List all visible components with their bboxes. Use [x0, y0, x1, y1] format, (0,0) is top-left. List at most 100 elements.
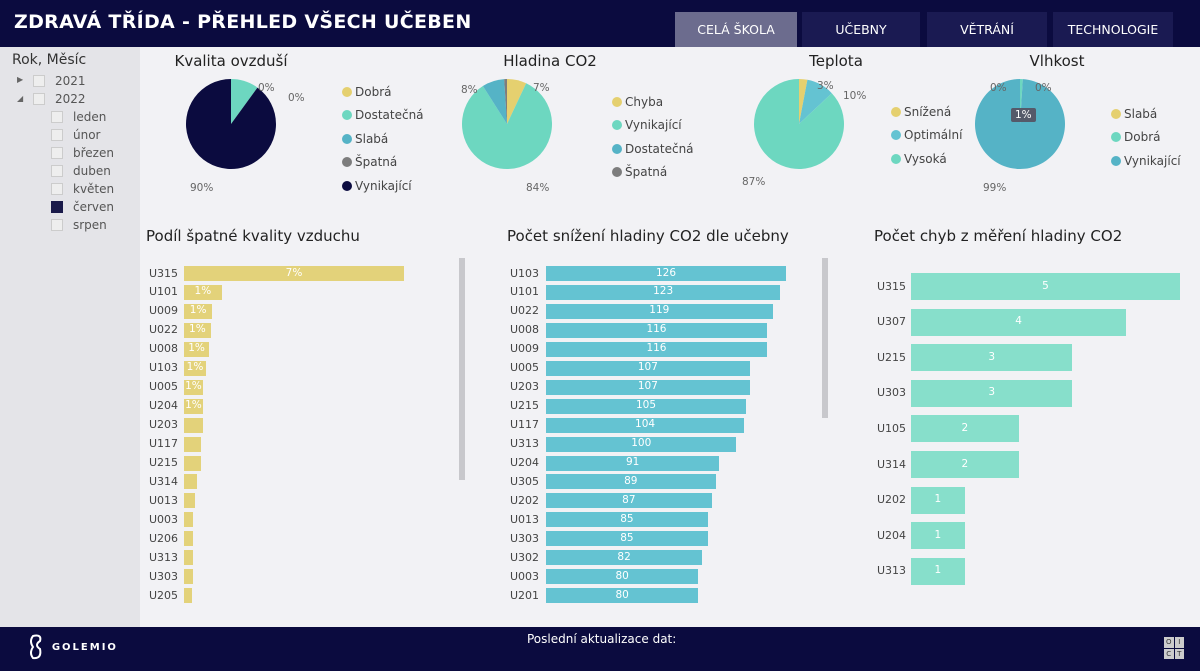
bar-U202[interactable] — [911, 486, 965, 514]
bar-U205[interactable] — [184, 588, 192, 604]
checkbox[interactable] — [51, 111, 63, 123]
bar-U314[interactable] — [184, 474, 197, 490]
bar-U315[interactable] — [184, 266, 404, 281]
legend-item[interactable]: Chyba — [612, 90, 694, 114]
bar-U204[interactable] — [184, 398, 203, 414]
bar-U105[interactable] — [911, 415, 1019, 443]
bar-U117[interactable] — [546, 417, 745, 433]
tab-cela-skola[interactable]: CELÁ ŠKOLA — [675, 12, 797, 47]
bar-U013[interactable] — [184, 493, 195, 509]
legend-item[interactable]: Vysoká — [891, 147, 962, 171]
bar-U206[interactable] — [184, 531, 194, 547]
slicer-year-2021[interactable]: 2021 — [33, 73, 86, 89]
bar-U215[interactable] — [911, 344, 1073, 372]
bar-U215[interactable] — [546, 398, 746, 414]
month-label: leden — [73, 110, 107, 124]
legend-item[interactable]: Dobrá — [342, 80, 424, 104]
slicer-month-item[interactable]: únor — [51, 127, 101, 143]
pie-slice-Špatná[interactable] — [504, 79, 507, 124]
bar-U103[interactable] — [184, 360, 206, 376]
pie-slice-Dostatečná[interactable] — [482, 79, 507, 124]
pie-slice-Vynikající[interactable] — [975, 79, 1065, 170]
tab-technologie[interactable]: TECHNOLOGIE — [1053, 12, 1173, 47]
checkbox[interactable] — [51, 201, 63, 213]
bar-U303[interactable] — [546, 531, 708, 547]
bar-value-label: 4 — [1015, 315, 1022, 328]
bar-value-label: 107 — [637, 380, 658, 393]
slicer-month-item[interactable]: duben — [51, 163, 111, 179]
bar-U302[interactable] — [546, 550, 703, 566]
bar-U203[interactable] — [546, 379, 750, 395]
bar-U013[interactable] — [546, 512, 708, 528]
slicer-month-item[interactable]: červen — [51, 199, 114, 215]
bar-U022[interactable] — [184, 322, 211, 338]
legend-item[interactable]: Dobrá — [1111, 126, 1181, 150]
checkbox[interactable] — [33, 93, 45, 105]
bar-U005[interactable] — [546, 360, 750, 376]
checkbox[interactable] — [51, 183, 63, 195]
bar-U313[interactable] — [911, 557, 965, 585]
slicer-month-item[interactable]: srpen — [51, 217, 107, 233]
legend-item[interactable]: Vynikající — [342, 174, 424, 198]
checkbox[interactable] — [51, 129, 63, 141]
bar-U003[interactable] — [184, 512, 194, 528]
pie-slice-Vysoká[interactable] — [754, 79, 844, 169]
legend-item[interactable]: Dostatečná — [612, 137, 694, 161]
checkbox[interactable] — [51, 165, 63, 177]
bar-U101[interactable] — [184, 284, 222, 300]
category-label: U105 — [877, 421, 907, 435]
bar-U204[interactable] — [546, 455, 720, 471]
pie-slice-Vynikající[interactable] — [462, 83, 552, 169]
legend-item[interactable]: Špatná — [342, 151, 424, 175]
checkbox[interactable] — [33, 75, 45, 87]
expand-icon[interactable]: ▶ — [17, 75, 24, 84]
pie-slice-Optimální[interactable] — [799, 79, 832, 124]
pie-slice-Vynikající[interactable] — [186, 79, 276, 169]
bar-U117[interactable] — [184, 436, 202, 452]
slicer-month-item[interactable]: březen — [51, 145, 114, 161]
bar-U005[interactable] — [184, 379, 203, 395]
bar-U201[interactable] — [546, 588, 699, 604]
bar-U303[interactable] — [184, 569, 194, 585]
bar-U303[interactable] — [911, 379, 1073, 407]
bar-U307[interactable] — [911, 308, 1127, 336]
bar-U313[interactable] — [184, 550, 194, 566]
tab-ucebny[interactable]: UČEBNY — [802, 12, 920, 47]
slicer-month-item[interactable]: leden — [51, 109, 106, 125]
bar-U103[interactable] — [546, 266, 786, 281]
bar-U313[interactable] — [546, 436, 737, 452]
category-label: U203 — [510, 380, 540, 394]
slicer-month-item[interactable]: květen — [51, 181, 114, 197]
bar-U315[interactable] — [911, 273, 1180, 300]
bar-U009[interactable] — [184, 303, 213, 319]
bar-U314[interactable] — [911, 451, 1019, 478]
bar-U203[interactable] — [184, 417, 203, 433]
bar-U305[interactable] — [546, 474, 716, 490]
bar-U202[interactable] — [546, 493, 712, 509]
bar-U008[interactable] — [184, 341, 210, 357]
slicer-year-2022[interactable]: 2022 — [33, 91, 86, 107]
checkbox[interactable] — [51, 219, 63, 231]
legend-item[interactable]: Snížená — [891, 100, 962, 124]
bar-U003[interactable] — [546, 569, 699, 585]
pie-slice-Chyba[interactable] — [507, 79, 527, 124]
bar-value-label: 3 — [988, 350, 996, 363]
legend-item[interactable]: Dostatečná — [342, 104, 424, 128]
bar-U009[interactable] — [546, 341, 767, 357]
legend-item[interactable]: Vynikající — [612, 114, 694, 138]
collapse-icon[interactable]: ◢ — [17, 94, 24, 103]
tab-vetrani[interactable]: VĚTRÁNÍ — [927, 12, 1047, 47]
pie-slice-Snížená[interactable] — [799, 79, 808, 124]
pie-slice-Dostatečná[interactable] — [231, 79, 258, 124]
legend-item[interactable]: Vynikající — [1111, 149, 1181, 173]
bar-U204[interactable] — [911, 522, 965, 550]
bar-U215[interactable] — [184, 455, 202, 471]
bar-U022[interactable] — [546, 303, 773, 319]
bar-U101[interactable] — [546, 284, 781, 300]
checkbox[interactable] — [51, 147, 63, 159]
legend-item[interactable]: Slabá — [1111, 102, 1181, 126]
legend-item[interactable]: Špatná — [612, 161, 694, 185]
legend-item[interactable]: Optimální — [891, 124, 962, 148]
bar-U008[interactable] — [546, 322, 767, 338]
legend-item[interactable]: Slabá — [342, 127, 424, 151]
